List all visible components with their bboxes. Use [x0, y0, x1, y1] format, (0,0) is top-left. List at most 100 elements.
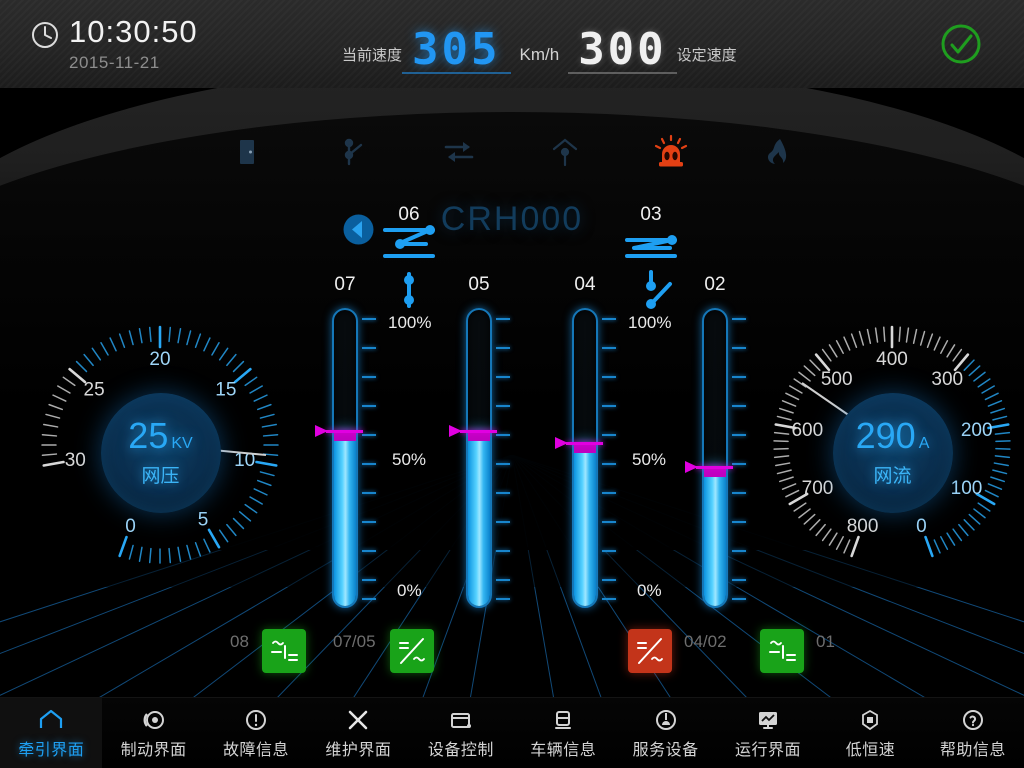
nav-item-operation[interactable]: 运行界面 [717, 698, 819, 768]
question-circle-icon [960, 707, 986, 733]
warning-circle-icon [243, 707, 269, 733]
nav-item-fault[interactable]: 故障信息 [205, 698, 307, 768]
current-value: 290 A [855, 414, 930, 456]
svg-text:400: 400 [876, 349, 908, 370]
bar-scale-bottom-left: 0% [397, 581, 422, 600]
set-speed-value: 300 [568, 28, 677, 74]
pantograph-group-06: 06 [378, 204, 440, 320]
status-icon-strip [0, 120, 1024, 184]
voltage-label: 网压 [141, 465, 180, 487]
bar-ticks [732, 308, 748, 608]
converter-label-0402: 04/02 [684, 632, 727, 651]
pantograph-car-number: 03 [640, 204, 662, 225]
nav-label: 低恒速 [845, 741, 896, 759]
bar-gauge-02[interactable]: 02 [685, 274, 746, 608]
converter-label-01: 01 [816, 632, 835, 651]
bar-car-number: 02 [704, 274, 726, 295]
bar-car-number: 04 [574, 274, 596, 295]
pantograph-car-number: 06 [398, 204, 420, 225]
nav-item-device-control[interactable]: 设备控制 [410, 698, 512, 768]
nav-item-service[interactable]: 服务设备 [614, 698, 716, 768]
nav-label: 帮助信息 [939, 741, 1006, 759]
disconnector-icon[interactable] [333, 132, 373, 172]
nav-label: 制动界面 [120, 741, 187, 759]
bar-scale-mid-left: 50% [392, 450, 427, 469]
speed-unit: Km/h [519, 45, 560, 64]
nav-item-low-speed[interactable]: 低恒速 [819, 698, 921, 768]
pantograph-icon[interactable] [545, 132, 585, 172]
fire-icon[interactable] [757, 132, 797, 172]
converter-row: 08 07/05 04/02 [0, 620, 1024, 690]
bar-fill-02 [704, 466, 726, 606]
bar-gauge-05[interactable]: 05 [449, 274, 510, 608]
svg-text:100: 100 [951, 478, 983, 499]
bar-gauge-07[interactable]: 07 [315, 274, 376, 608]
svg-text:0: 0 [916, 516, 927, 537]
voltage-gauge-center: 25 KV 网压 [100, 392, 221, 513]
nav-item-brake[interactable]: 制动界面 [102, 698, 204, 768]
bar-marker-02 [685, 461, 733, 473]
bar-gauge-04[interactable]: 04 [555, 274, 616, 608]
nav-label: 牵引界面 [18, 741, 85, 759]
bar-scale-top-left: 100% [388, 313, 432, 332]
dc-ac-inverter-icon-0705[interactable] [390, 629, 434, 673]
current-label: 网流 [873, 465, 912, 487]
ac-dc-converter-icon-08[interactable] [262, 629, 306, 673]
door-icon[interactable] [227, 132, 267, 172]
nav-label: 运行界面 [735, 741, 802, 759]
voltage-value: 25 KV [128, 414, 193, 456]
voltage-gauge[interactable]: 0 5 10 15 20 25 30 25 KV 网压 [28, 325, 293, 580]
bar-ticks [362, 308, 378, 608]
clock-time: 10:30:50 [69, 14, 198, 49]
bar-ticks [602, 308, 618, 608]
current-speed-label: 当前速度 [342, 47, 403, 64]
current-gauge[interactable]: 0 100 200 300 400 500 600 700 800 290 A 网流 [760, 325, 1024, 580]
nav-item-traction[interactable]: 牵引界面 [0, 698, 103, 768]
train-model-label: CRH000 [440, 200, 584, 238]
voltage-unit: KV [171, 434, 193, 452]
service-icon [653, 707, 679, 733]
clock-date: 2015-11-21 [69, 53, 160, 72]
svg-text:700: 700 [802, 478, 834, 499]
svg-text:30: 30 [65, 450, 86, 471]
clock-block: 10:30:50 2015-11-21 [30, 16, 198, 71]
bottom-nav: 牵引界面 制动界面 故障信息 维护界面 设备控制 [0, 697, 1024, 768]
nav-item-vehicle-info[interactable]: 车辆信息 [512, 698, 614, 768]
svg-text:25: 25 [84, 380, 105, 401]
svg-text:200: 200 [961, 420, 993, 441]
voltage-number: 25 [128, 414, 169, 456]
dc-ac-inverter-icon-0402[interactable] [628, 629, 672, 673]
bar-scale-bottom-right: 0% [637, 581, 662, 600]
bar-car-number: 05 [468, 274, 490, 295]
bar-marker-07 [315, 425, 363, 437]
nav-label: 故障信息 [223, 741, 290, 759]
pantograph-group-03: 03 [620, 204, 682, 320]
header-arc-inner [0, 112, 1024, 412]
monitor-chart-icon [755, 707, 781, 733]
bar-scale-mid-right: 50% [632, 450, 667, 469]
nav-item-maintenance[interactable]: 维护界面 [307, 698, 409, 768]
bar-ticks [496, 308, 512, 608]
home-icon [38, 707, 64, 733]
current-speed-value: 305 [402, 28, 511, 74]
train-icon [550, 707, 576, 733]
svg-text:500: 500 [821, 369, 853, 390]
svg-text:20: 20 [149, 349, 170, 370]
speed-limit-icon [857, 707, 883, 733]
nav-label: 维护界面 [325, 741, 392, 759]
ac-dc-converter-icon-01[interactable] [760, 629, 804, 673]
back-arrow-icon[interactable] [342, 213, 375, 246]
nav-item-help[interactable]: 帮助信息 [922, 698, 1024, 768]
bar-fill-04 [574, 443, 596, 606]
current-number: 290 [855, 414, 916, 456]
svg-text:300: 300 [931, 369, 963, 390]
svg-text:15: 15 [215, 380, 236, 401]
alarm-icon[interactable] [651, 132, 691, 172]
status-ok-icon[interactable] [938, 21, 984, 67]
bar-car-number: 07 [334, 274, 356, 295]
converter-label-0705: 07/05 [333, 632, 376, 651]
transfer-icon[interactable] [439, 132, 479, 172]
nav-label: 车辆信息 [530, 741, 597, 759]
bar-gauge-group: 07 05 04 02 100% 50% 0% [0, 200, 1024, 630]
